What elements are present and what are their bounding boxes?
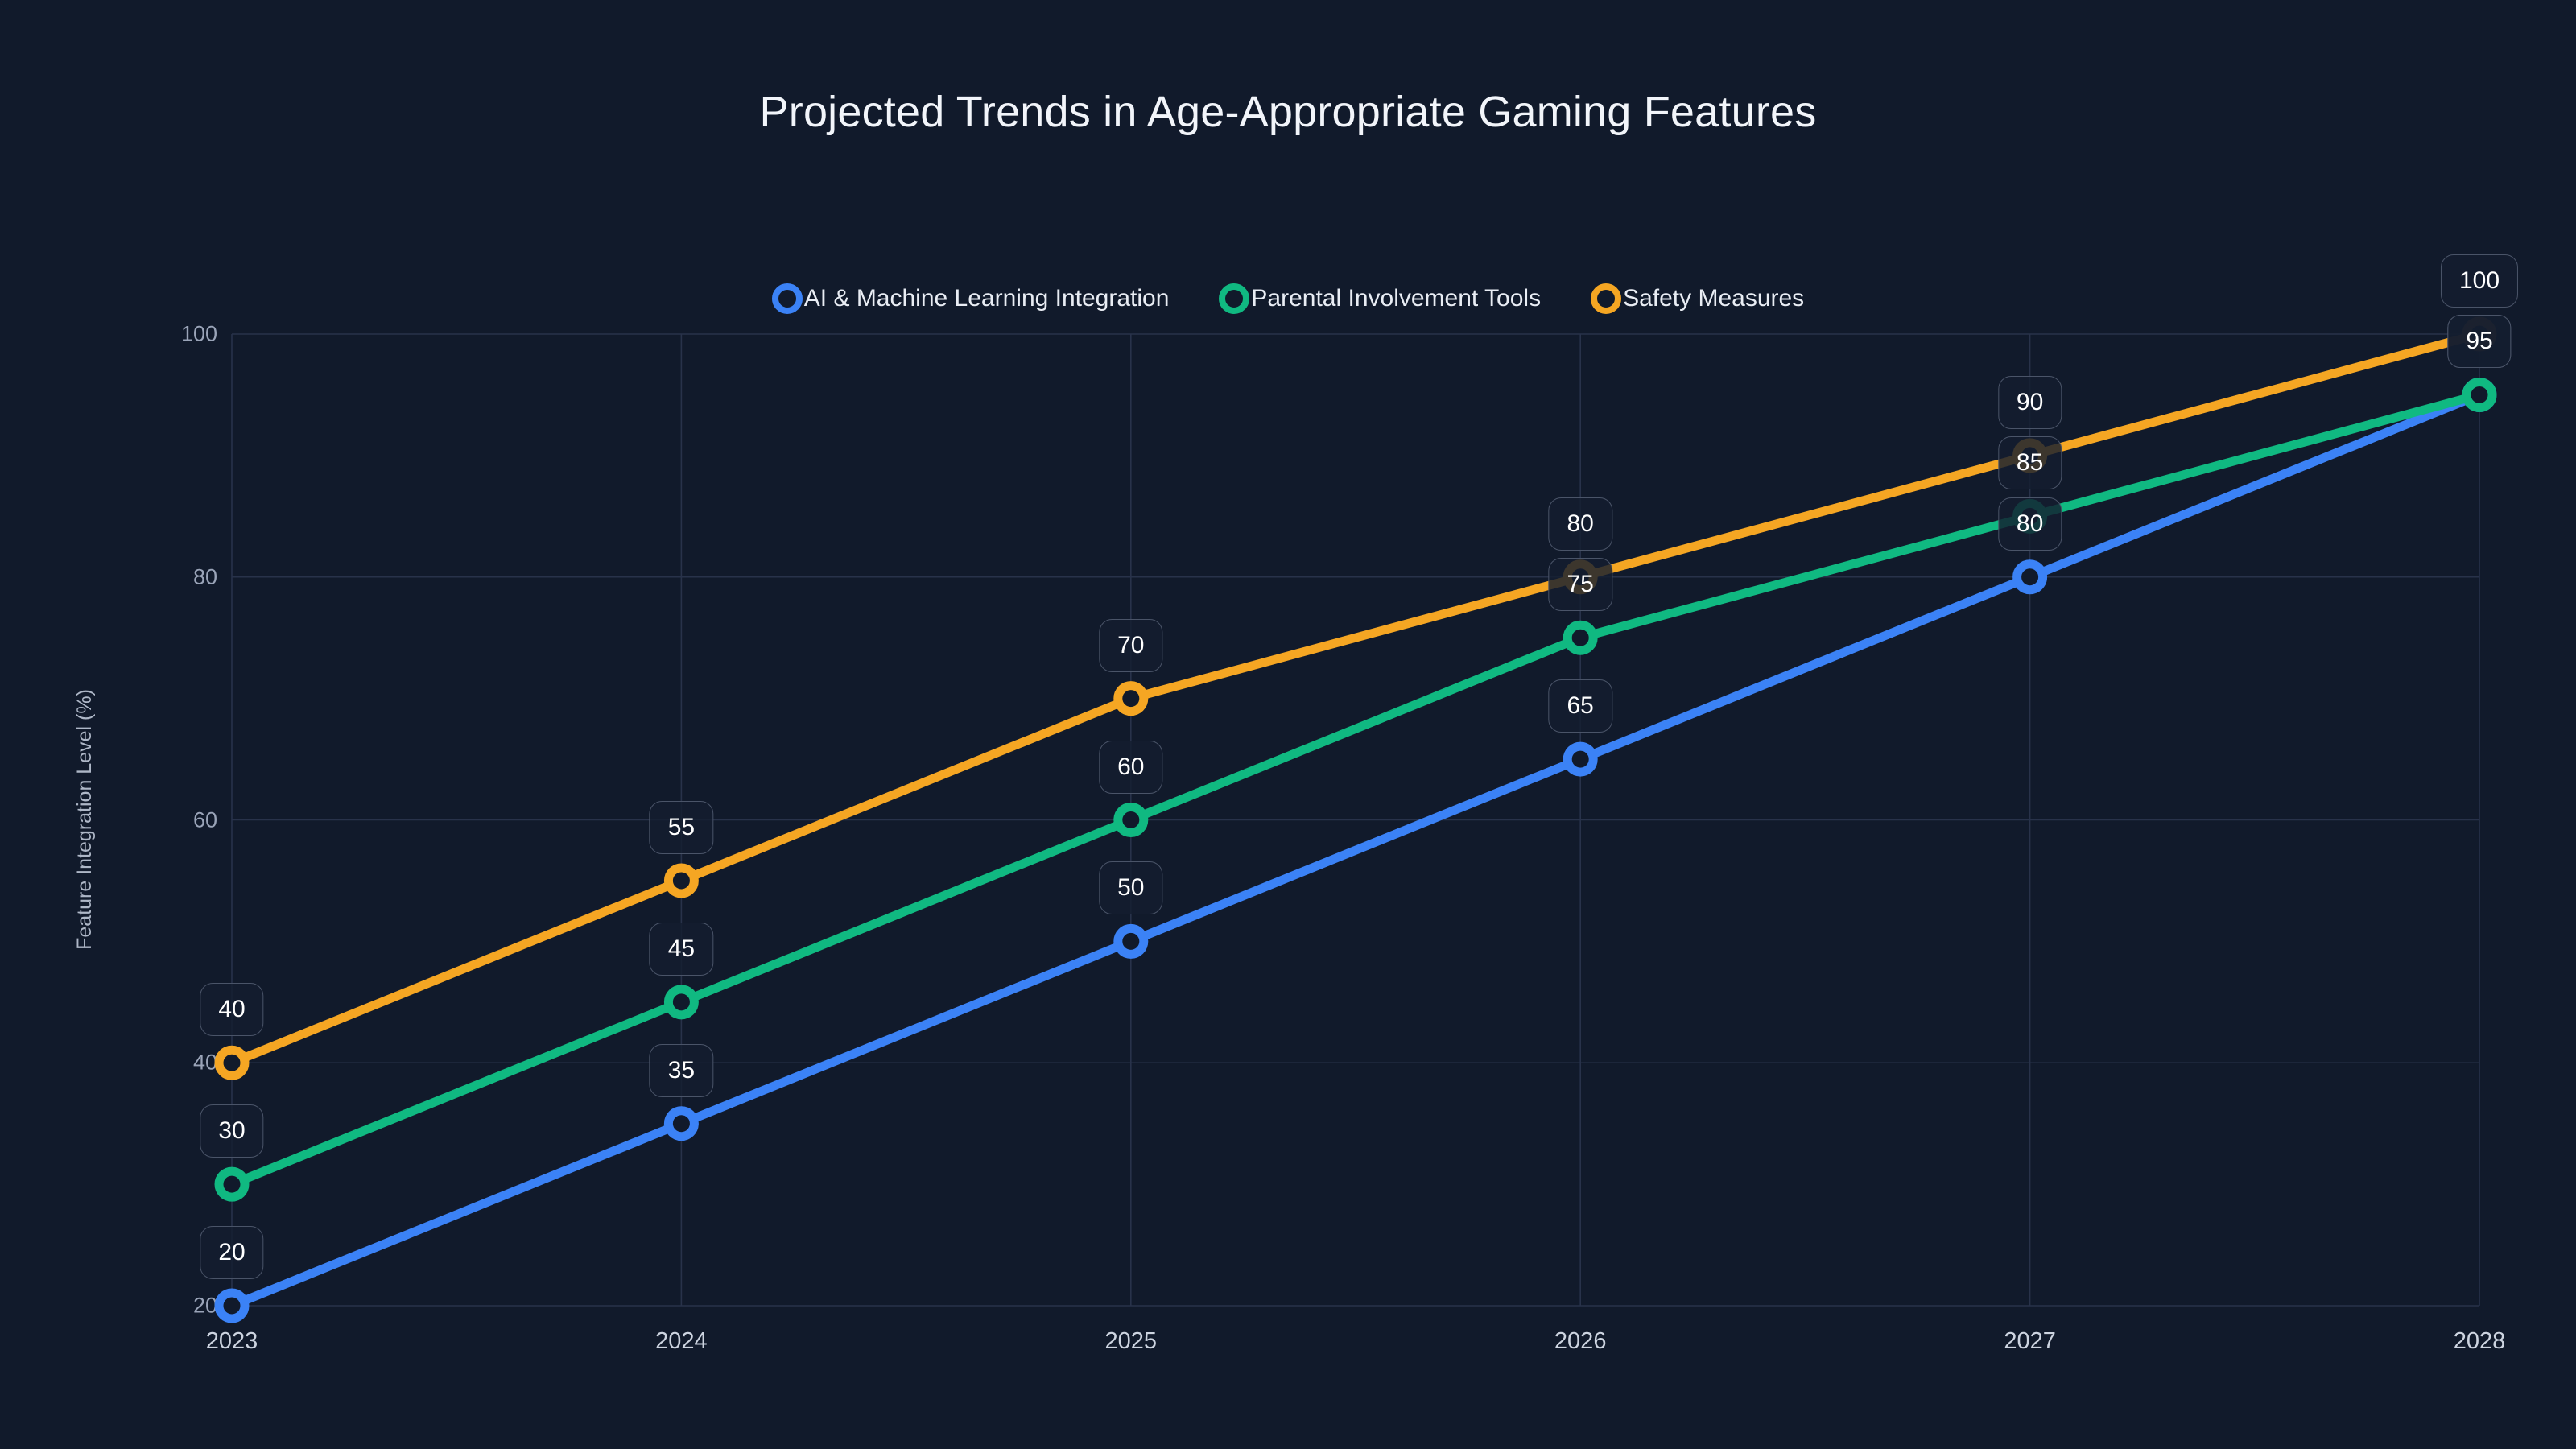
legend-label: Parental Involvement Tools: [1251, 285, 1542, 312]
data-point-label: 80: [1997, 497, 2062, 551]
data-point-label: 20: [200, 1226, 264, 1279]
data-point-label: 50: [1099, 861, 1163, 915]
data-point-marker[interactable]: [214, 1045, 250, 1080]
data-point-label: 60: [1099, 740, 1163, 794]
data-point-label: 90: [1997, 375, 2062, 429]
data-point-marker[interactable]: [663, 863, 699, 898]
legend-item-3[interactable]: Safety Measures: [1591, 283, 1804, 314]
data-point-label: 30: [200, 1104, 264, 1158]
chart-title: Projected Trends in Age-Appropriate Gami…: [759, 88, 1817, 136]
plot-area: 2035506580953045607585954055708090100: [200, 254, 2519, 1323]
data-point-label: 40: [200, 983, 264, 1037]
series-line: [227, 390, 2484, 1311]
data-point-marker[interactable]: [2013, 559, 2048, 595]
plot-svg: [214, 316, 2497, 1323]
gridlines: [231, 333, 2480, 1307]
data-point-marker[interactable]: [663, 985, 699, 1020]
data-point-label: 95: [2447, 315, 2512, 369]
data-point-label: 35: [649, 1043, 714, 1097]
data-point-label: 100: [2440, 254, 2519, 308]
legend-label: AI & Machine Learning Integration: [803, 285, 1170, 312]
data-point-marker[interactable]: [1563, 741, 1598, 777]
legend-item-2[interactable]: Parental Involvement Tools: [1219, 283, 1541, 314]
series-2: [214, 377, 2497, 1202]
data-point-marker[interactable]: [1563, 620, 1598, 655]
data-point-label: 85: [1997, 436, 2062, 490]
data-point-marker[interactable]: [1113, 681, 1149, 716]
data-point-label: 55: [649, 800, 714, 854]
legend-circle-icon: [1219, 283, 1250, 314]
series-line: [227, 329, 2484, 1067]
chart-legend: AI & Machine Learning Integration Parenta…: [0, 283, 2576, 314]
data-point-marker[interactable]: [214, 1288, 250, 1323]
data-point-marker[interactable]: [663, 1106, 699, 1141]
legend-item-1[interactable]: AI & Machine Learning Integration: [771, 283, 1170, 314]
legend-circle-icon: [771, 283, 803, 314]
data-point-marker[interactable]: [1113, 803, 1149, 837]
data-point-marker[interactable]: [1113, 923, 1149, 959]
y-axis-label: Feature Integration Level (%): [73, 689, 96, 950]
series-line: [227, 390, 2484, 1189]
data-point-label: 75: [1548, 558, 1612, 612]
legend-label: Safety Measures: [1623, 285, 1805, 312]
data-point-marker[interactable]: [214, 1166, 250, 1202]
series-3: [214, 316, 2497, 1080]
data-point-label: 65: [1548, 679, 1612, 733]
series-lines: [214, 316, 2497, 1323]
data-point-label: 70: [1099, 618, 1163, 672]
series-1: [214, 377, 2497, 1323]
legend-circle-icon: [1591, 283, 1622, 314]
data-point-label: 45: [649, 922, 714, 976]
data-point-marker[interactable]: [2462, 377, 2497, 412]
data-point-label: 80: [1548, 497, 1612, 551]
